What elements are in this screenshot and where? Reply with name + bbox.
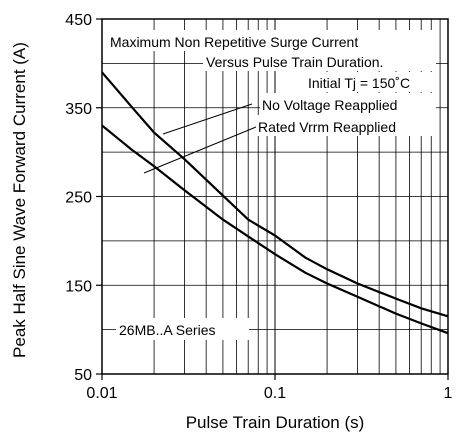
annotation-box [256, 115, 436, 136]
x-tick-label: 1 [444, 385, 453, 402]
series-line-0 [101, 71, 449, 318]
annotation-series-name: 26MB..A Series [119, 322, 216, 338]
series-label-no-voltage: No Voltage Reapplied [262, 97, 397, 113]
annotation-box [305, 72, 436, 92]
annotation-title-line1: Maximum Non Repetitive Surge Current [110, 34, 358, 50]
annotation-box [260, 93, 436, 115]
y-tick-label: 150 [65, 278, 92, 295]
x-tick-label: 0.1 [264, 385, 286, 402]
axis-ticks [96, 18, 449, 380]
annotation-box [203, 51, 436, 71]
annotation-title-line2: Versus Pulse Train Duration. [206, 54, 383, 70]
x-tick-label: 0.01 [86, 385, 117, 402]
y-tick-label: 50 [74, 367, 92, 384]
leader-line-no-voltage [162, 103, 253, 135]
annotation-initial-tj: Initial Tj = 150˚C [308, 75, 410, 91]
series-group [101, 71, 449, 335]
series-label-rated-vrrm: Rated Vrrm Reapplied [258, 119, 396, 135]
y-axis-title: Peak Half Sine Wave Forward Current (A) [10, 42, 29, 358]
y-tick-label: 350 [65, 101, 92, 118]
y-tick-label: 250 [65, 190, 92, 207]
tick-labels: 50 150 250 350 450 0.01 0.1 1 [65, 12, 452, 402]
leader-line-rated-vrrm [143, 126, 257, 174]
annotation-box [106, 30, 436, 51]
y-tick-label: 450 [65, 12, 92, 29]
x-axis-title: Pulse Train Duration (s) [186, 413, 365, 432]
series-line-1 [101, 124, 449, 335]
annotation-box [116, 318, 249, 340]
